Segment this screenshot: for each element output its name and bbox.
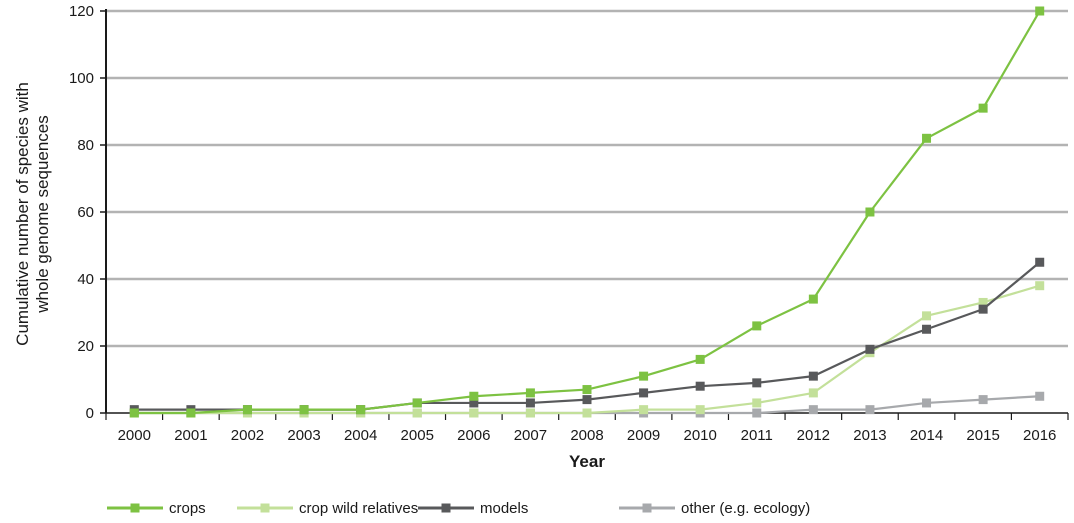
data-point [978, 304, 988, 314]
legend-marker [260, 503, 270, 513]
data-point [186, 408, 196, 418]
data-point [922, 133, 932, 143]
data-point [639, 388, 649, 398]
y-tick-label: 0 [86, 405, 94, 422]
data-point [242, 405, 252, 415]
x-tick-label: 2008 [570, 427, 603, 444]
legend-marker [441, 503, 451, 513]
x-tick-label: 2011 [741, 427, 773, 444]
data-point [695, 354, 705, 364]
data-point [922, 324, 932, 334]
x-tick-label: 2003 [287, 427, 320, 444]
legend-marker [642, 503, 652, 513]
data-point [978, 297, 988, 307]
x-tick-label: 2009 [627, 427, 660, 444]
data-point [1035, 391, 1045, 401]
data-point [356, 405, 366, 415]
data-point [525, 388, 535, 398]
x-tick-label: 2002 [231, 427, 264, 444]
data-point [922, 398, 932, 408]
data-point [752, 398, 762, 408]
y-axis-title-line: whole genome sequences [33, 115, 52, 314]
x-tick-label: 2014 [910, 427, 943, 444]
data-point [525, 408, 535, 418]
legend-label: crops [169, 500, 206, 517]
data-point [582, 395, 592, 405]
data-point [865, 344, 875, 354]
legend-label: crop wild relatives [299, 500, 418, 517]
data-point [808, 371, 818, 381]
x-tick-label: 2005 [401, 427, 434, 444]
y-tick-label: 80 [77, 137, 94, 154]
x-tick-label: 2016 [1023, 427, 1056, 444]
gridlines [106, 9, 1068, 348]
x-tick-label: 2000 [118, 427, 151, 444]
x-tick-label: 2015 [966, 427, 999, 444]
data-point [525, 398, 535, 408]
data-point [865, 207, 875, 217]
data-point [639, 405, 649, 415]
x-tick-label: 2012 [797, 427, 830, 444]
data-point [752, 378, 762, 388]
tick-labels: 0 20 40 60 80 100 120 2000 2001 2002 2003 2004 2005 2… [69, 3, 1056, 444]
data-point [129, 408, 139, 418]
data-point [808, 388, 818, 398]
data-point [582, 385, 592, 395]
data-point [752, 408, 762, 418]
data-point [752, 321, 762, 331]
data-point [865, 405, 875, 415]
y-tick-label: 40 [77, 271, 94, 288]
y-axis-title-line: Cumulative number of species with [13, 82, 32, 346]
y-tick-label: 60 [77, 204, 94, 221]
data-point [978, 103, 988, 113]
x-tick-label: 2010 [683, 427, 716, 444]
data-point [695, 405, 705, 415]
data-point [978, 395, 988, 405]
data-point [1035, 6, 1045, 16]
x-tick-label: 2007 [514, 427, 547, 444]
axes [100, 9, 1069, 420]
data-point [639, 371, 649, 381]
x-axis-title: Year [569, 452, 605, 471]
data-point [808, 405, 818, 415]
data-point [412, 398, 422, 408]
data-point [469, 408, 479, 418]
data-point [695, 381, 705, 391]
data-point [412, 408, 422, 418]
y-tick-label: 120 [69, 3, 94, 20]
data-point [582, 408, 592, 418]
legend-label: other (e.g. ecology) [681, 500, 810, 517]
x-tick-label: 2004 [344, 427, 377, 444]
x-tick-label: 2006 [457, 427, 490, 444]
y-tick-label: 20 [77, 338, 94, 355]
data-point [469, 391, 479, 401]
data-point [1035, 257, 1045, 267]
data-point [469, 398, 479, 408]
x-tick-label: 2013 [853, 427, 886, 444]
legend-label: models [480, 500, 528, 517]
data-point [922, 311, 932, 321]
data-point [1035, 281, 1045, 291]
series [129, 6, 1045, 418]
legend-marker [130, 503, 140, 513]
legend: crops crop wild relatives models other (e.g… [107, 500, 810, 517]
data-point [808, 294, 818, 304]
x-tick-label: 2001 [174, 427, 207, 444]
y-axis-title: Cumulative number of species withwhole g… [13, 82, 52, 346]
y-tick-label: 100 [69, 70, 94, 87]
data-point [299, 405, 309, 415]
